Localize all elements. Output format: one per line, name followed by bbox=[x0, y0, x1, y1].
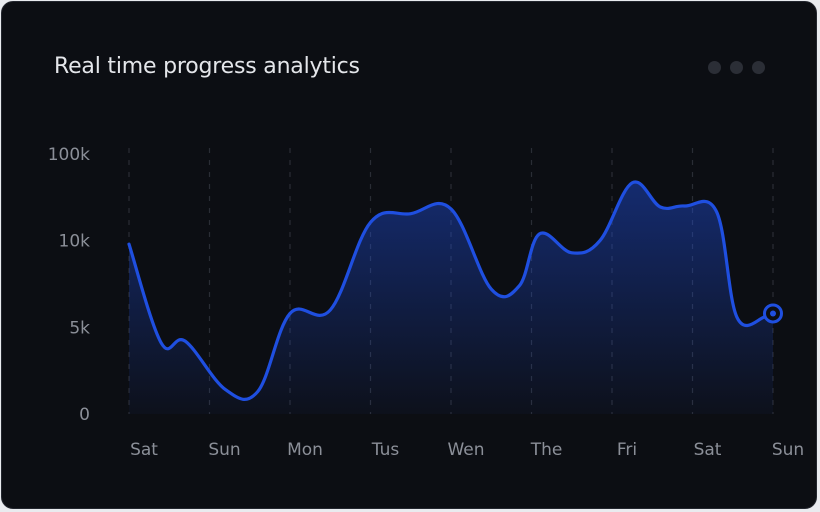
series-area bbox=[129, 181, 773, 414]
x-tick-label: The bbox=[530, 440, 563, 460]
x-tick-label: Sat bbox=[130, 440, 158, 460]
x-tick-label: Fri bbox=[617, 440, 637, 460]
x-tick-label: Tus bbox=[371, 440, 400, 460]
series-line bbox=[127, 180, 775, 401]
more-horizontal-icon-dot bbox=[752, 61, 765, 74]
y-tick-label: 100k bbox=[48, 145, 90, 165]
x-tick-label: Wen bbox=[447, 440, 484, 460]
y-tick-label: 10k bbox=[59, 232, 91, 252]
x-tick-label: Mon bbox=[287, 440, 323, 460]
more-horizontal-icon-dot bbox=[708, 61, 721, 74]
x-tick-label: Sat bbox=[694, 440, 722, 460]
x-tick-label: Sun bbox=[772, 440, 804, 460]
y-tick-label: 5k bbox=[69, 318, 90, 338]
highlight-marker-dot bbox=[770, 310, 776, 317]
more-menu-button[interactable] bbox=[708, 61, 765, 74]
more-horizontal-icon-dot bbox=[730, 61, 743, 74]
y-tick-label: 0 bbox=[79, 405, 90, 425]
x-tick-label: Sun bbox=[208, 440, 240, 460]
card-title: Real time progress analytics bbox=[54, 54, 360, 79]
